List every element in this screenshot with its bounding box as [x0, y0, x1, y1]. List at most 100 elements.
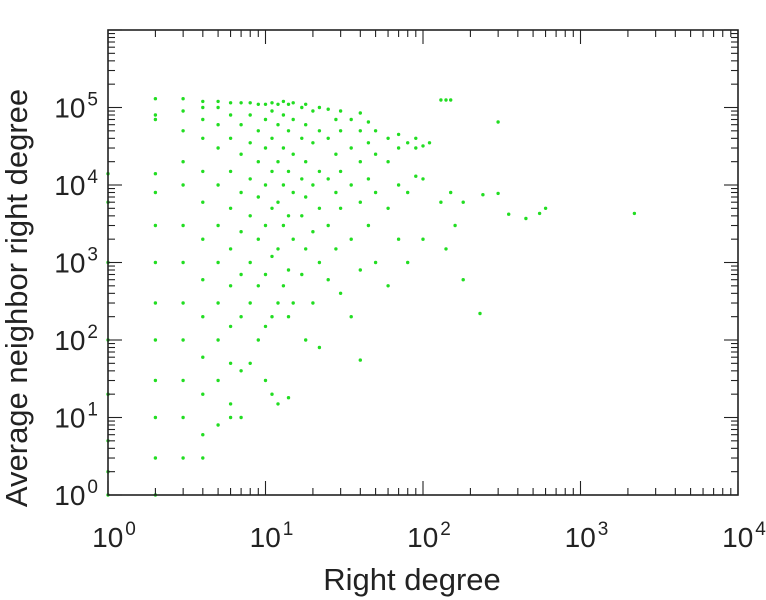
data-point: [304, 247, 308, 251]
data-point: [543, 206, 548, 210]
data-point: [276, 200, 280, 204]
data-point: [414, 146, 418, 150]
data-point: [338, 206, 343, 210]
data-point: [263, 324, 268, 329]
data-point: [201, 355, 205, 359]
data-point: [373, 152, 378, 156]
data-point: [338, 291, 343, 295]
data-point: [338, 109, 343, 113]
data-point: [373, 260, 378, 265]
data-point: [181, 109, 185, 113]
data-point: [181, 223, 185, 228]
data-point: [291, 117, 295, 122]
data-point: [481, 193, 485, 197]
data-point: [524, 216, 528, 221]
data-point: [453, 223, 457, 228]
data-point: [201, 237, 205, 241]
data-point: [216, 123, 220, 127]
data-point: [326, 107, 330, 111]
data-point: [349, 237, 353, 241]
data-point: [281, 146, 286, 150]
data-point: [270, 206, 274, 210]
data-point: [228, 415, 233, 420]
data-point: [228, 169, 233, 174]
data-point: [228, 206, 233, 210]
data-point: [300, 105, 304, 110]
data-point: [286, 268, 291, 272]
data-point: [201, 433, 205, 437]
data-point: [291, 301, 295, 305]
data-point: [239, 230, 243, 234]
data-point: [632, 211, 637, 216]
data-point: [181, 97, 185, 101]
data-point: [366, 141, 371, 145]
data-point: [334, 247, 338, 251]
data-point: [153, 223, 158, 228]
data-point: [461, 200, 465, 204]
data-point: [153, 378, 158, 383]
data-point: [216, 378, 220, 383]
data-point: [181, 456, 185, 460]
data-point: [228, 361, 233, 365]
data-point: [239, 152, 243, 156]
data-point: [414, 136, 418, 140]
data-point: [300, 272, 304, 277]
data-point: [396, 146, 401, 150]
data-point: [263, 102, 268, 107]
data-point: [216, 183, 220, 187]
data-point: [153, 97, 158, 101]
data-point: [281, 223, 286, 228]
data-point: [421, 237, 425, 241]
data-point: [181, 160, 185, 164]
data-point: [201, 99, 205, 104]
data-point: [270, 136, 274, 140]
data-point: [256, 338, 260, 342]
data-point: [317, 169, 322, 174]
data-point: [439, 200, 443, 204]
data-point: [317, 260, 322, 265]
data-point: [216, 260, 220, 265]
data-point: [311, 301, 315, 305]
data-point: [153, 190, 158, 195]
data-point: [358, 268, 362, 272]
data-point: [270, 315, 274, 319]
data-point: [406, 260, 410, 265]
data-point: [181, 338, 185, 342]
data-point: [228, 284, 233, 288]
data-point: [201, 278, 205, 282]
data-point: [449, 98, 453, 102]
data-point: [304, 160, 308, 164]
data-point: [317, 105, 322, 110]
data-point: [286, 102, 291, 107]
data-point: [181, 183, 185, 187]
data-point: [256, 237, 260, 241]
data-point: [349, 146, 353, 150]
data-point: [304, 338, 308, 342]
data-point: [239, 101, 243, 105]
data-point: [228, 101, 233, 105]
tick-marks: [107, 29, 739, 496]
data-point: [406, 141, 410, 145]
data-point: [201, 315, 205, 319]
data-point: [201, 200, 205, 204]
data-point: [201, 117, 205, 122]
data-point: [248, 214, 252, 218]
data-point: [358, 160, 362, 164]
data-point: [311, 183, 315, 187]
data-point: [239, 415, 243, 420]
data-point: [153, 260, 158, 265]
data-point: [248, 177, 252, 181]
data-point: [286, 169, 291, 174]
y-tick-label: 10 1: [54, 400, 98, 434]
data-point: [256, 195, 260, 199]
data-point: [439, 98, 443, 102]
data-point: [153, 301, 158, 305]
data-point: [311, 141, 315, 145]
data-point: [537, 211, 542, 216]
x-tick-label: 10 1: [250, 519, 294, 553]
data-point: [153, 113, 158, 117]
data-point: [373, 129, 378, 133]
y-tick-label: 10 3: [54, 245, 98, 279]
y-tick-label: 10 4: [54, 167, 98, 201]
data-point: [496, 191, 500, 196]
